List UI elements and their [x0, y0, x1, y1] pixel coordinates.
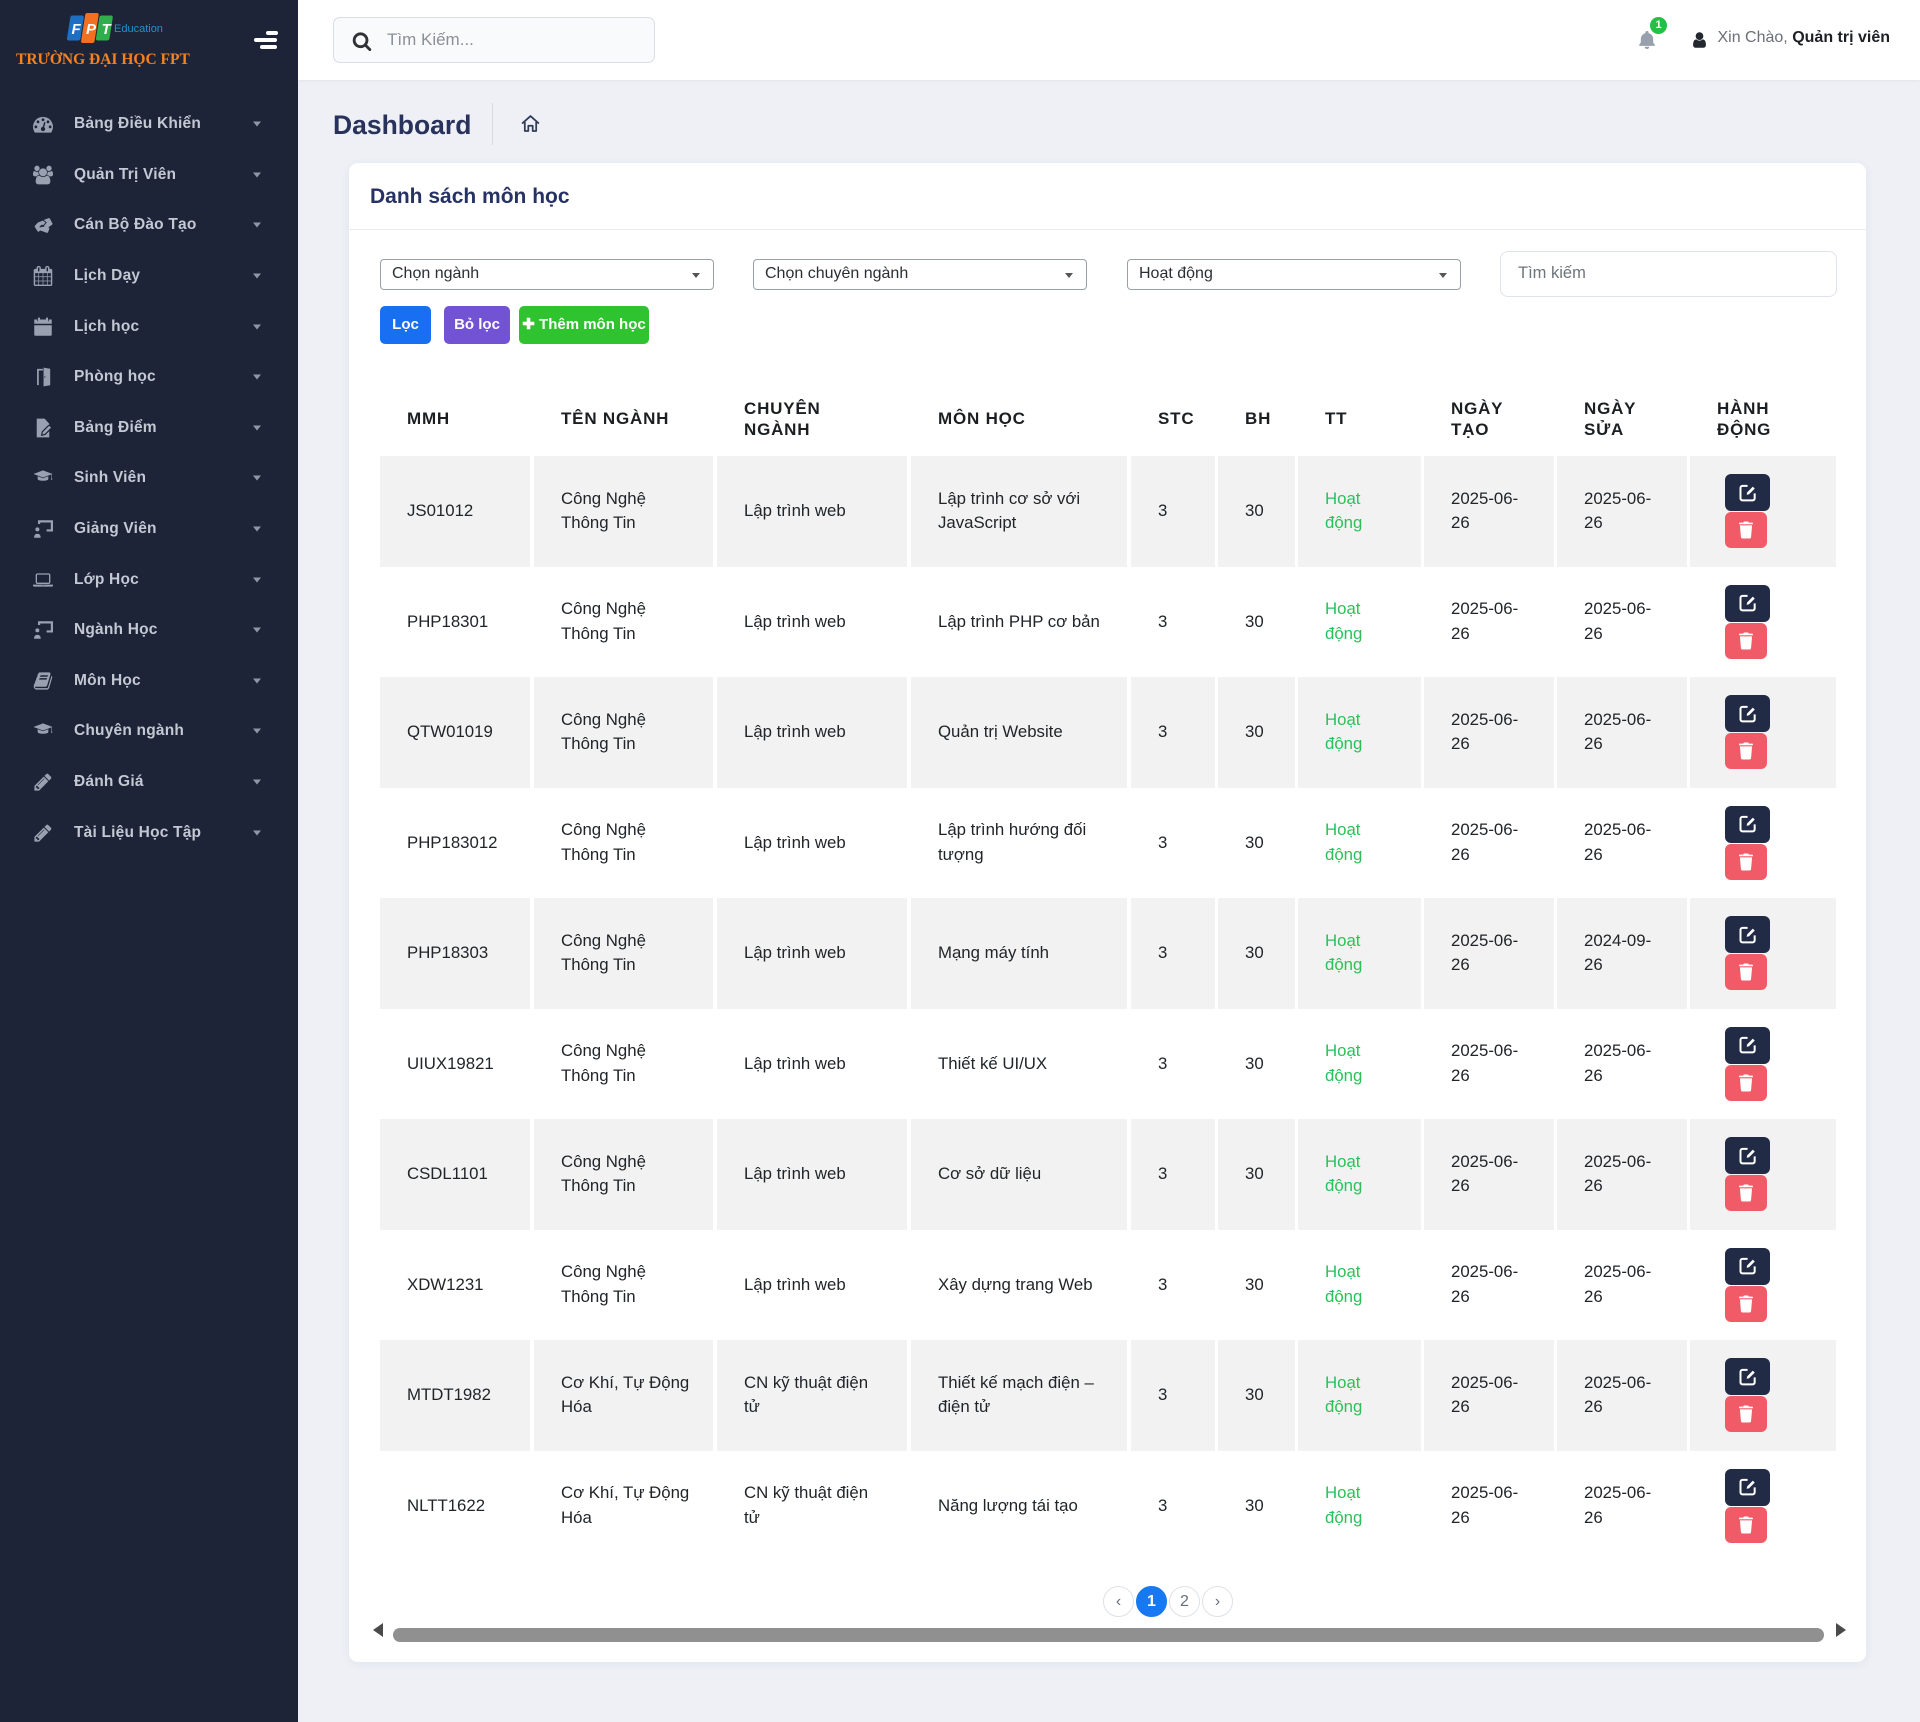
svg-text:F: F	[72, 21, 82, 38]
svg-text:P: P	[86, 21, 97, 38]
svg-text:Education: Education	[114, 23, 163, 35]
svg-text:T: T	[102, 21, 113, 38]
